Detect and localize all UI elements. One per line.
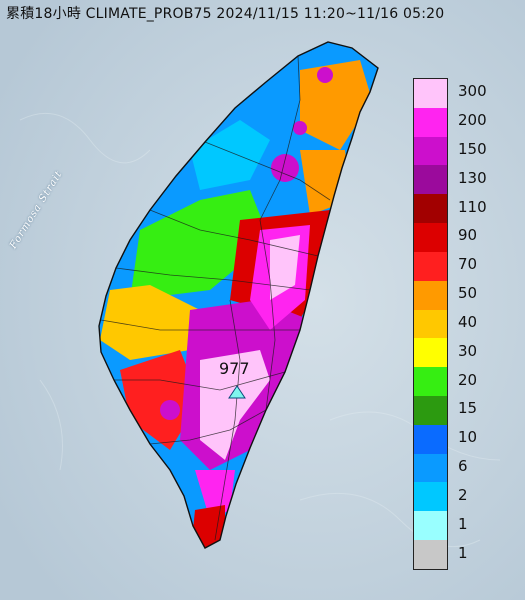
legend-swatch [414, 482, 447, 512]
legend-swatch [414, 395, 447, 425]
legend-label: 90 [458, 226, 478, 245]
legend-swatch [414, 107, 447, 137]
legend-label: 300 [458, 82, 487, 101]
legend-swatch [414, 367, 447, 396]
legend-swatch [414, 280, 447, 310]
legend-swatch [414, 223, 447, 252]
legend-label: 1 [458, 514, 468, 533]
legend-swatch [414, 79, 447, 108]
legend-label: 6 [458, 457, 468, 476]
legend-label: 30 [458, 341, 478, 360]
max-rainfall-label: 977 [219, 359, 250, 378]
legend-label: 130 [458, 168, 487, 187]
legend-swatch [414, 165, 447, 195]
sea-texture [19, 112, 501, 548]
legend-label: 1 [458, 543, 468, 562]
legend-swatch [414, 136, 447, 166]
legend-label: 15 [458, 399, 478, 418]
legend-swatch [414, 309, 447, 339]
legend-swatch [414, 424, 447, 454]
legend-label: 2 [458, 485, 468, 504]
legend-swatch [414, 453, 447, 483]
legend-swatch [414, 251, 447, 281]
legend-label: 50 [458, 284, 478, 303]
legend-swatch [414, 511, 447, 540]
legend-swatch [414, 194, 447, 224]
legend-swatch [414, 540, 447, 569]
island-outline [98, 41, 379, 549]
legend-label: 70 [458, 255, 478, 274]
legend-label: 110 [458, 197, 487, 216]
legend-label: 200 [458, 111, 487, 130]
county-borders [100, 55, 331, 541]
map-title: 累積18小時 CLIMATE_PROB75 2024/11/15 11:20~1… [6, 6, 445, 22]
legend-label: 150 [458, 139, 487, 158]
color-legend [413, 78, 448, 570]
legend-label: 40 [458, 312, 478, 331]
legend-label: 10 [458, 428, 478, 447]
legend-label: 20 [458, 370, 478, 389]
triangle-icon [228, 385, 246, 399]
legend-swatch [414, 338, 447, 368]
